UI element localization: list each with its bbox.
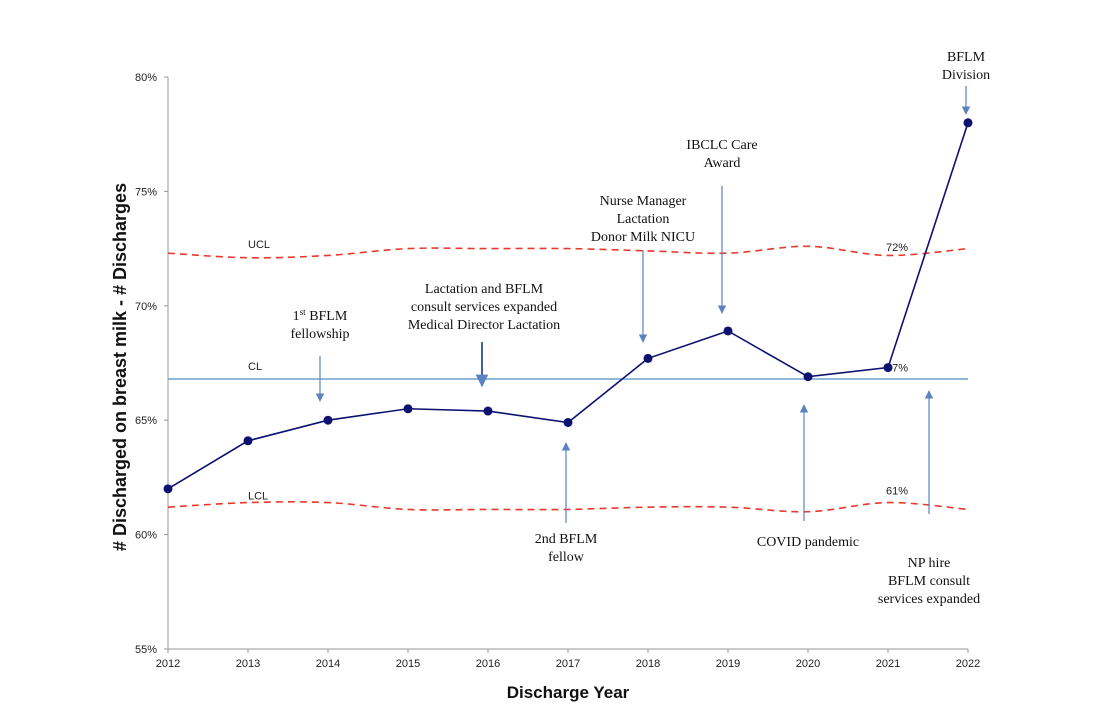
data-point <box>403 404 413 414</box>
data-series <box>163 118 973 494</box>
data-point <box>963 118 973 128</box>
annotation-text: 1st BFLM fellowship <box>290 307 349 342</box>
y-tick-label: 70% <box>135 301 157 313</box>
data-point <box>243 436 253 446</box>
y-tick-label: 65% <box>135 415 157 427</box>
annotation-text: BFLM Division <box>942 50 990 83</box>
y-tick-label: 60% <box>135 530 157 542</box>
series-line <box>167 122 969 490</box>
data-point <box>723 326 733 336</box>
y-tick-label: 80% <box>135 72 157 84</box>
axes: 55% 60% 65% 70% 75% 80% 2012 2013 2014 2015 2016 20… <box>135 72 980 670</box>
data-point <box>323 415 333 425</box>
x-tick-label: 2012 <box>156 658 180 670</box>
ucl-value-label: 72% <box>886 242 908 254</box>
ucl-label: UCL <box>248 239 270 251</box>
annotation-text: IBCLC Care Award <box>686 138 757 171</box>
annotation-text: Nurse Manager Lactation Donor Milk NICU <box>591 194 695 245</box>
annotations: 1st BFLM fellowship Lactation and BFLM cons… <box>290 50 990 607</box>
data-point <box>163 484 173 494</box>
annotation-text: Lactation and BFLM consult services expan… <box>408 282 560 333</box>
x-tick-label: 2020 <box>796 658 820 670</box>
cl-label: CL <box>248 361 262 373</box>
y-tick-label: 75% <box>135 186 157 198</box>
x-tick-label: 2015 <box>396 658 420 670</box>
x-tick-label: 2013 <box>236 658 260 670</box>
lcl-label: LCL <box>248 491 268 503</box>
data-point <box>643 353 653 363</box>
x-tick-label: 2021 <box>876 658 900 670</box>
annotation-text: COVID pandemic <box>757 535 859 550</box>
x-tick-label: 2014 <box>316 658 340 670</box>
y-tick-label: 55% <box>135 644 157 656</box>
x-tick-label: 2017 <box>556 658 580 670</box>
ucl-line <box>167 245 969 259</box>
annotation-text: 2nd BFLM fellow <box>535 532 598 565</box>
data-point <box>483 406 493 416</box>
lcl-line <box>167 501 969 513</box>
data-point <box>883 363 893 373</box>
x-tick-label: 2018 <box>636 658 660 670</box>
lcl-value-label: 61% <box>886 486 908 498</box>
data-point <box>803 372 813 382</box>
x-axis-title: Discharge Year <box>507 683 630 702</box>
annotation-text: NP hire BFLM consult services expanded <box>878 556 980 607</box>
x-tick-label: 2019 <box>716 658 740 670</box>
x-tick-label: 2022 <box>956 658 980 670</box>
x-tick-label: 2016 <box>476 658 500 670</box>
data-point <box>563 417 573 427</box>
y-axis-title: # Discharged on breast milk - # Discharg… <box>110 183 130 551</box>
